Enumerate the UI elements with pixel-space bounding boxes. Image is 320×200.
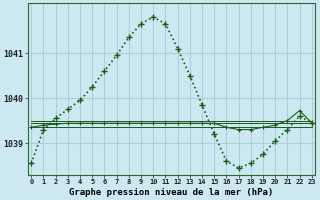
- X-axis label: Graphe pression niveau de la mer (hPa): Graphe pression niveau de la mer (hPa): [69, 188, 274, 197]
